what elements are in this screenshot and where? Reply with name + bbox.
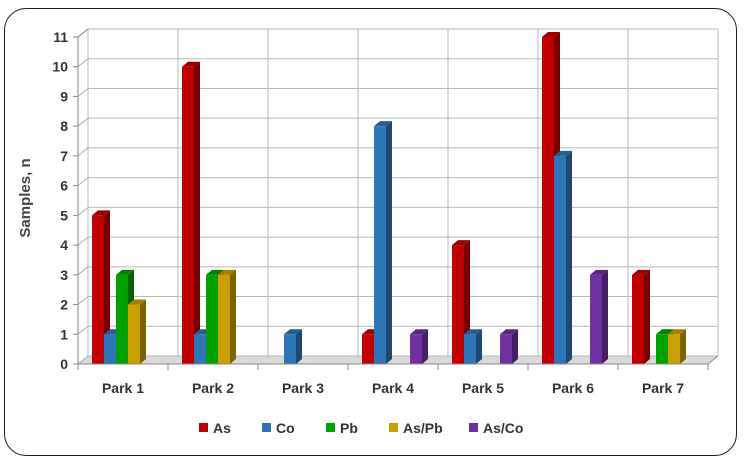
legend-swatch [326,423,335,432]
grid-diagonal [77,206,89,216]
legend-label: As/Co [483,420,523,436]
y-axis-top [77,28,89,38]
bar-as-park-5 [452,245,464,364]
bar-top [668,329,686,335]
legend-label: Pb [340,420,358,436]
bar-top [500,329,518,335]
x-tick-label: Park 5 [462,380,504,396]
bar-co-park-5 [464,334,476,364]
y-tick-label: 0 [60,356,68,372]
bar-co-park-2 [194,334,206,364]
grid-diagonal [77,117,89,127]
x-tick-label: Park 2 [192,380,234,396]
x-tick-label: Park 1 [102,380,144,396]
y-tick-label: 3 [60,267,68,283]
grid-diagonal [77,236,89,246]
bar-side [230,269,236,364]
grid-diagonal [77,355,89,365]
y-tick-label: 6 [60,178,68,194]
bar-as-pb-park-1 [128,304,140,364]
bar-top [542,32,560,37]
bar-as-co-park-5 [500,334,512,364]
x-tick-label: Park 7 [642,380,684,396]
legend-label: As [213,420,231,436]
chart-floor [78,356,718,364]
grid-diagonal [77,266,89,276]
x-tick-label: Park 3 [282,380,324,396]
bar-pb-park-2 [206,274,218,364]
bar-side [194,61,200,365]
y-tick-label: 11 [53,29,68,45]
bar-as-co-park-4 [410,334,422,364]
bar-as-park-4 [362,334,374,364]
bar-co-park-3 [284,334,296,364]
bar-side [296,329,302,364]
bar-top [116,269,134,275]
y-tick-label: 9 [60,88,68,104]
y-tick-label: 2 [60,297,68,313]
bar-top [374,121,392,127]
bar-side [512,329,518,364]
x-tick-label: Park 4 [372,380,414,396]
bar-side [476,329,482,364]
bar-as-pb-park-2 [218,274,230,364]
bar-top [284,329,302,335]
bar-as-park-2 [182,66,194,365]
bar-side [644,269,650,364]
bar-pb-park-7 [656,334,668,364]
bar-side [602,269,608,364]
bar-co-park-6 [554,155,566,364]
bar-co-park-1 [104,334,116,364]
bar-as-pb-park-7 [668,334,680,364]
bar-as-park-6 [542,37,554,364]
bar-top [410,329,428,335]
grid-diagonal [77,58,89,68]
y-tick-label: 5 [60,207,68,223]
y-tick-label: 10 [52,59,68,75]
bar-side [104,210,110,364]
grid-diagonal [77,296,89,305]
bar-top [92,210,110,216]
legend-swatch [199,423,208,432]
bar-top [590,269,608,275]
bar-as-park-7 [632,274,644,364]
legend-swatch [389,423,398,432]
grid-diagonal [77,177,89,187]
legend-swatch [262,423,271,432]
bar-as-co-park-6 [590,274,602,364]
chart-frame [4,8,737,456]
y-tick-label: 4 [60,237,68,253]
bar-top [554,150,572,156]
y-tick-label: 1 [60,326,68,342]
grid-diagonal [77,88,89,97]
bar-pb-park-1 [116,274,128,364]
x-tick-label: Park 6 [552,380,594,396]
legend-label: As/Pb [403,420,443,436]
bar-top [218,269,236,275]
bar-side [386,121,392,364]
y-tick-label: 8 [60,118,68,134]
grid-diagonal [77,147,89,157]
legend-label: Co [276,420,295,436]
bar-top [464,329,482,335]
x-axis-end [707,355,719,365]
y-tick-label: 7 [60,148,68,164]
grid-diagonal [77,325,89,335]
bar-top [632,269,650,275]
y-axis-label: Samples, n [17,158,34,237]
legend-swatch [469,423,478,432]
bar-side [140,299,146,364]
bar-top [182,61,200,67]
bar-top [452,240,470,246]
bar-side [680,329,686,364]
bar-co-park-4 [374,126,386,364]
bar-side [566,150,572,364]
bar-side [422,329,428,364]
bar-top [128,299,146,305]
bar-as-park-1 [92,215,104,364]
